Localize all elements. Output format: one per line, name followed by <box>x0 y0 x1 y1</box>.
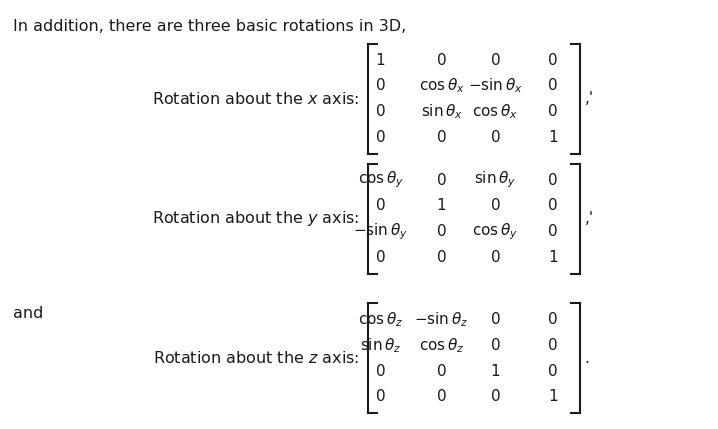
Text: $-\sin\theta_z$: $-\sin\theta_z$ <box>414 310 469 329</box>
Text: 0: 0 <box>437 224 447 239</box>
Text: $\cos\theta_y$: $\cos\theta_y$ <box>472 221 518 242</box>
Text: 0: 0 <box>548 224 558 239</box>
Text: 0: 0 <box>490 338 500 353</box>
Text: In addition, there are three basic rotations in 3D,: In addition, there are three basic rotat… <box>13 19 406 34</box>
Text: 0: 0 <box>376 130 386 145</box>
Text: $\cos\theta_x$: $\cos\theta_x$ <box>472 102 518 121</box>
Text: 0: 0 <box>437 390 447 404</box>
Text: 0: 0 <box>376 79 386 93</box>
Text: $-\sin\theta_x$: $-\sin\theta_x$ <box>468 76 523 95</box>
Text: 0: 0 <box>490 250 500 265</box>
Text: 1: 1 <box>548 130 558 145</box>
Text: 0: 0 <box>548 104 558 119</box>
Text: 0: 0 <box>490 53 500 67</box>
Text: ,': ,' <box>584 91 594 106</box>
Text: 0: 0 <box>437 173 447 187</box>
Text: 0: 0 <box>376 364 386 378</box>
Text: 0: 0 <box>490 130 500 145</box>
Text: 0: 0 <box>376 199 386 213</box>
Text: Rotation about the $y$ axis:: Rotation about the $y$ axis: <box>151 209 359 228</box>
Text: .: . <box>584 351 589 366</box>
Text: and: and <box>13 306 43 320</box>
Text: 0: 0 <box>376 390 386 404</box>
Text: 0: 0 <box>548 199 558 213</box>
Text: $\cos\theta_z$: $\cos\theta_z$ <box>358 310 403 329</box>
Text: 0: 0 <box>376 104 386 119</box>
Text: 0: 0 <box>548 173 558 187</box>
Text: $\sin\theta_x$: $\sin\theta_x$ <box>421 102 462 121</box>
Text: 0: 0 <box>437 53 447 67</box>
Text: 0: 0 <box>548 53 558 67</box>
Text: 0: 0 <box>437 364 447 378</box>
Text: ,': ,' <box>584 211 594 226</box>
Text: 0: 0 <box>437 130 447 145</box>
Text: 0: 0 <box>548 364 558 378</box>
Text: 0: 0 <box>548 312 558 327</box>
Text: 1: 1 <box>548 250 558 265</box>
Text: 1: 1 <box>437 199 447 213</box>
Text: 0: 0 <box>437 250 447 265</box>
Text: 0: 0 <box>548 79 558 93</box>
Text: $\cos\theta_y$: $\cos\theta_y$ <box>358 170 404 190</box>
Text: $\cos\theta_z$: $\cos\theta_z$ <box>419 336 464 355</box>
Text: 0: 0 <box>376 250 386 265</box>
Text: $\sin\theta_z$: $\sin\theta_z$ <box>360 336 401 355</box>
Text: 1: 1 <box>548 390 558 404</box>
Text: Rotation about the $x$ axis:: Rotation about the $x$ axis: <box>151 91 359 107</box>
Text: Rotation about the $z$ axis:: Rotation about the $z$ axis: <box>153 350 359 366</box>
Text: 1: 1 <box>490 364 500 378</box>
Text: 0: 0 <box>490 312 500 327</box>
Text: $-\sin\theta_y$: $-\sin\theta_y$ <box>353 221 408 242</box>
Text: $\sin\theta_y$: $\sin\theta_y$ <box>475 170 516 190</box>
Text: $\cos\theta_x$: $\cos\theta_x$ <box>419 76 465 95</box>
Text: 1: 1 <box>376 53 386 67</box>
Text: 0: 0 <box>490 390 500 404</box>
Text: 0: 0 <box>548 338 558 353</box>
Text: 0: 0 <box>490 199 500 213</box>
